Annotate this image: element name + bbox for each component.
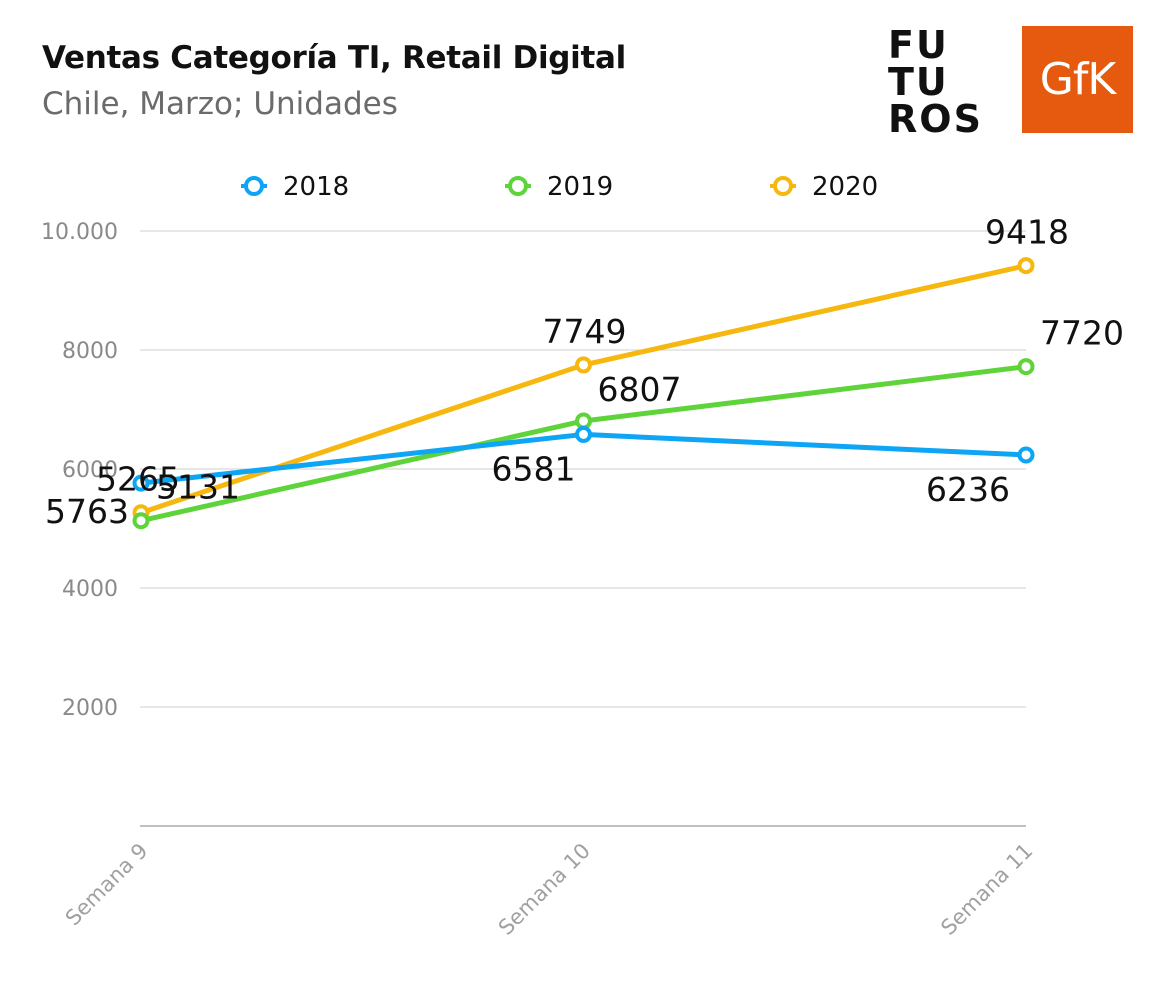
data-label-2019: 6807	[598, 370, 682, 409]
futuros-logo: FU TU ROS	[888, 23, 988, 141]
legend-marker	[508, 176, 528, 196]
data-point-2019	[132, 512, 150, 530]
y-tick-label: 4000	[62, 577, 118, 602]
data-label-2020: 7749	[543, 312, 627, 351]
data-point-2018	[132, 474, 150, 492]
series-line-2020	[138, 263, 1029, 516]
y-tick-label: 8000	[62, 339, 118, 364]
y-tick-label: 10.000	[41, 220, 118, 245]
legend-label: 2019	[547, 172, 613, 202]
data-point-2019	[575, 412, 592, 430]
y-tick-label: 6000	[62, 458, 118, 483]
chart-title: Ventas Categoría TI, Retail Digital	[42, 40, 626, 76]
gfk-logo-text: GfK	[1039, 54, 1116, 105]
futuros-logo-line: ROS	[888, 97, 983, 141]
data-label-2018: 5763	[45, 492, 129, 531]
chart-subtitle: Chile, Marzo; Unidades	[42, 86, 398, 122]
x-tick-label: Semana 9	[61, 839, 153, 931]
legend-marker	[773, 176, 793, 196]
data-label-2019: 7720	[1040, 314, 1124, 353]
futuros-logo-line: FU	[888, 23, 949, 67]
futuros-logo-line: TU	[888, 60, 949, 104]
legend-label: 2020	[812, 172, 878, 202]
x-tick-label: Semana 10	[494, 839, 595, 940]
x-tick-label: Semana 11	[936, 839, 1037, 940]
y-tick-label: 2000	[62, 696, 118, 721]
data-point-2019	[1017, 358, 1035, 376]
data-label-2020: 5265	[96, 460, 180, 499]
data-point-2018	[1017, 446, 1035, 464]
gfk-logo: GfK	[1022, 26, 1133, 133]
data-label-2020: 9418	[985, 213, 1069, 252]
data-label-2018: 6236	[926, 470, 1010, 509]
data-label-2019: 5131	[156, 468, 240, 507]
series-line-2019	[138, 364, 1029, 524]
data-point-2020	[575, 356, 592, 374]
data-point-2020	[1017, 257, 1035, 275]
legend-marker	[244, 176, 264, 196]
data-point-2018	[575, 425, 592, 443]
data-label-2018: 6581	[492, 449, 576, 488]
legend-label: 2018	[283, 172, 349, 202]
